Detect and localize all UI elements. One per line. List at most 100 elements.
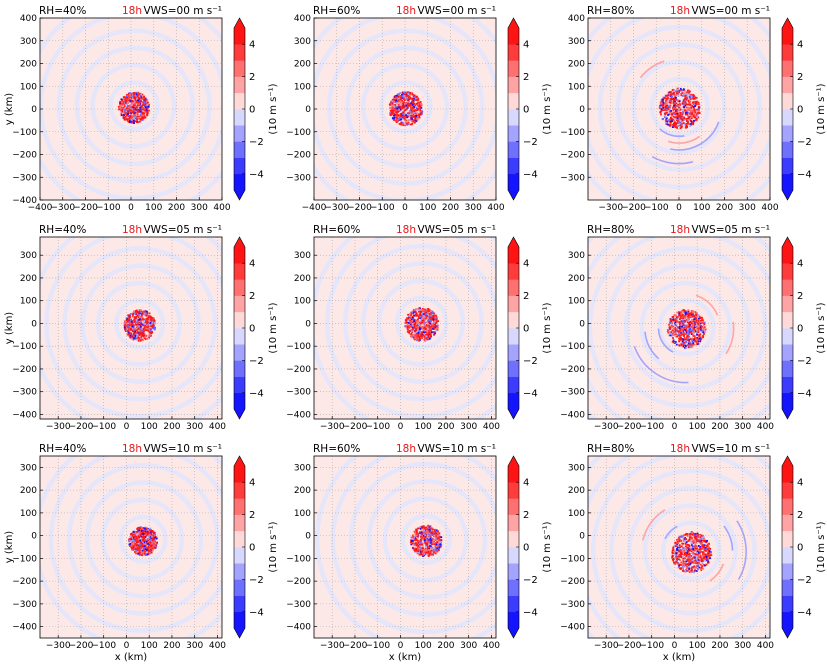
field-cell	[141, 97, 144, 99]
wave-ring	[74, 45, 196, 167]
field-cell	[662, 107, 665, 109]
field-cell	[692, 330, 695, 333]
field-cell	[419, 314, 421, 316]
field-cell	[676, 327, 678, 330]
field-cell	[670, 109, 672, 112]
field-cell	[406, 325, 409, 328]
field-cell	[674, 106, 677, 109]
field-cell	[138, 545, 141, 548]
field-cell	[674, 116, 676, 119]
field-cell	[689, 344, 692, 347]
field-cell	[142, 331, 145, 334]
field-cell	[124, 100, 127, 102]
field-cell	[419, 317, 422, 319]
field-cell	[136, 538, 139, 541]
field-cell	[437, 549, 440, 551]
field-cell	[696, 116, 698, 118]
field-cell	[415, 529, 418, 532]
field-cell	[423, 553, 426, 555]
colorbar-extend-max	[782, 237, 793, 247]
field-cell	[119, 100, 121, 103]
field-cell	[676, 317, 679, 320]
field-cell	[698, 330, 701, 332]
field-cell	[687, 115, 689, 118]
field-cell	[143, 527, 146, 530]
wave-ring	[100, 497, 185, 582]
field-cell	[138, 543, 141, 546]
field-cell	[686, 111, 689, 114]
field-cell	[396, 120, 399, 123]
field-cell	[399, 95, 402, 97]
field-cell	[414, 531, 417, 534]
field-cell	[682, 89, 685, 92]
field-cell	[433, 548, 436, 550]
y-tick-label: −100	[560, 128, 585, 138]
field-cell	[419, 337, 421, 340]
field-cell	[680, 124, 683, 127]
wave-ring	[92, 489, 194, 591]
field-cell	[134, 106, 136, 109]
field-cell	[146, 113, 149, 116]
x-tick-label: 300	[739, 203, 756, 213]
field-cell	[686, 97, 689, 99]
field-cell	[150, 536, 153, 539]
colorbar-extend-max	[234, 456, 245, 466]
field-cell	[666, 94, 669, 97]
wave-ring	[641, 68, 720, 147]
y-axis-label: y (km)	[4, 531, 15, 564]
field-cell	[124, 321, 127, 323]
x-tick-label: −200	[69, 422, 94, 432]
field-cell	[389, 114, 392, 116]
field-cell	[688, 116, 690, 119]
anomaly-arc	[670, 121, 720, 151]
field-cell	[700, 319, 703, 322]
field-cell	[660, 108, 663, 111]
field-cell	[425, 537, 428, 540]
field-cell	[663, 109, 666, 111]
field-cell	[130, 109, 133, 112]
field-cell	[661, 98, 664, 101]
field-cell	[141, 314, 143, 317]
field-cell	[433, 327, 436, 329]
field-cell	[392, 107, 395, 109]
field-cell	[133, 540, 136, 542]
panel-1-1: −400−300−200−100 0 100 200 300 400−400−300−20…	[4, 5, 279, 213]
field-cell	[672, 339, 675, 342]
field-cell	[697, 331, 700, 333]
colorbar-level	[508, 263, 519, 280]
field-cell	[434, 552, 437, 555]
field-cell	[668, 98, 671, 101]
field-cell	[435, 545, 438, 548]
field-cell	[400, 102, 402, 104]
field-cell	[685, 319, 688, 321]
field-cell	[694, 115, 697, 117]
field-cell	[422, 537, 424, 540]
field-cell	[674, 104, 677, 107]
field-cell	[139, 321, 142, 323]
field-cell	[127, 95, 130, 98]
field-cell	[412, 112, 415, 115]
field-cell	[671, 113, 673, 116]
field-cell	[688, 325, 690, 328]
y-tick-label: 300	[20, 251, 37, 261]
colorbar-level	[782, 157, 793, 175]
field-cell	[702, 328, 704, 331]
field-cell	[677, 104, 680, 106]
field-cell	[674, 125, 676, 127]
field-cell	[406, 330, 409, 333]
field-cell	[408, 101, 410, 103]
field-cell	[676, 113, 679, 115]
field-cell	[424, 314, 426, 317]
field-cell	[669, 91, 672, 93]
field-cell	[675, 96, 677, 99]
field-cell	[154, 533, 157, 536]
field-cell	[697, 323, 700, 325]
field-cell	[672, 115, 675, 118]
field-cell	[409, 110, 412, 113]
field-cell	[436, 537, 439, 540]
field-cell	[423, 310, 426, 313]
field-cell	[422, 328, 425, 331]
field-cell	[133, 321, 136, 324]
field-cell	[419, 323, 422, 326]
